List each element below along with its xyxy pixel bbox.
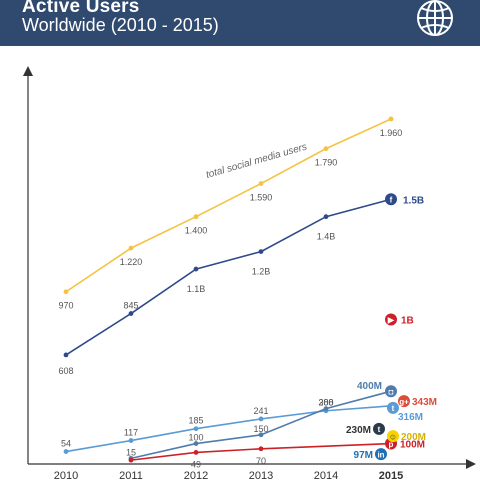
series-line-pinterest <box>130 442 392 461</box>
data-point-pinterest <box>193 450 199 455</box>
data-label-twitter: 54 <box>61 439 71 449</box>
data-label-total: 970 <box>58 301 73 311</box>
svg-text:g+: g+ <box>399 397 409 406</box>
x-tick-label: 2013 <box>249 470 273 480</box>
series-line-total <box>65 118 392 293</box>
tumblr-icon: t <box>373 422 385 435</box>
data-label-instagram: 100 <box>188 433 203 443</box>
data-point-total <box>193 214 199 220</box>
data-label-instagram: 15 <box>126 447 136 457</box>
x-tick-label: 2012 <box>184 470 208 480</box>
data-label-facebook: 1.4B <box>317 232 336 242</box>
svg-text:t: t <box>392 404 395 413</box>
end-label-twitter: 316M <box>398 412 423 423</box>
data-label-facebook: 1.1B <box>187 284 206 294</box>
data-point-instagram <box>258 432 264 438</box>
data-point-facebook <box>63 352 69 358</box>
snapchat-icon: ☺ <box>387 430 399 443</box>
data-point-total <box>388 116 394 122</box>
data-point-facebook <box>193 266 199 272</box>
data-point-facebook <box>323 214 329 220</box>
line-chart: 2010 2011 2012 2013 2014 2015 970 1.220 1.400 1.… <box>23 66 476 480</box>
header-banner: Active Users Worldwide (2010 - 2015) <box>0 0 480 46</box>
series-line-twitter <box>65 405 392 453</box>
data-point-facebook <box>258 249 264 255</box>
x-axis-arrow <box>466 459 476 469</box>
x-tick-label: 2015 <box>379 470 403 480</box>
data-point-instagram <box>193 441 199 446</box>
data-label-total: 1.400 <box>185 226 208 236</box>
end-label-youtube: 1B <box>401 316 414 327</box>
data-point-total <box>63 289 69 295</box>
data-point-total <box>128 245 134 251</box>
chart-annotation: total social media users <box>205 142 308 181</box>
series-line-facebook <box>65 198 392 356</box>
svg-text:◘: ◘ <box>389 387 394 396</box>
page-title: Active Users <box>22 0 140 17</box>
data-label-total: 1.590 <box>250 193 273 203</box>
x-tick-label: 2011 <box>119 470 143 480</box>
globe-icon <box>417 0 453 36</box>
data-label-facebook: 845 <box>123 301 138 311</box>
x-tick-label: 2014 <box>314 470 338 480</box>
svg-text:t: t <box>378 425 381 434</box>
data-label-facebook: 608 <box>58 366 73 376</box>
instagram-icon: ◘ <box>385 385 397 398</box>
end-label-googleplus: 343M <box>412 397 437 408</box>
data-label-instagram: 300 <box>318 398 333 408</box>
data-point-facebook <box>128 311 134 316</box>
svg-text:▶: ▶ <box>387 316 395 325</box>
facebook-icon: f <box>385 193 397 206</box>
data-point-twitter <box>128 438 134 443</box>
data-label-twitter: 288 <box>318 398 333 408</box>
twitter-icon: t <box>387 401 399 414</box>
end-label-linkedin: 97M <box>354 450 373 461</box>
data-label-pinterest: 49 <box>191 459 201 469</box>
data-point-twitter <box>193 426 199 432</box>
page-subtitle: Worldwide (2010 - 2015) <box>22 15 219 35</box>
svg-text:☺: ☺ <box>389 432 397 441</box>
youtube-icon: ▶ <box>385 313 397 326</box>
data-label-twitter: 185 <box>188 416 203 426</box>
end-label-pinterest: 100M <box>400 440 425 451</box>
end-label-instagram: 400M <box>357 381 382 392</box>
data-label-twitter: 241 <box>253 406 268 416</box>
data-label-pinterest: 70 <box>256 456 266 466</box>
google-plus-icon: g+ <box>398 395 410 408</box>
x-tick-label: 2010 <box>54 470 78 480</box>
svg-text:in: in <box>377 450 384 459</box>
end-label-tumblr: 230M <box>346 425 371 436</box>
linkedin-icon: in <box>375 448 387 461</box>
y-axis-arrow <box>23 66 33 76</box>
data-point-pinterest <box>258 446 264 452</box>
data-point-pinterest <box>128 457 134 463</box>
end-label-facebook: 1.5B <box>403 195 424 206</box>
data-point-instagram <box>323 406 329 412</box>
data-point-twitter <box>63 449 69 454</box>
data-label-instagram: 150 <box>253 424 268 434</box>
end-label-snapchat: 200M <box>401 432 426 443</box>
svg-text:p: p <box>389 440 394 449</box>
svg-text:f: f <box>390 195 393 204</box>
data-label-twitter: 117 <box>124 428 138 438</box>
data-label-total: 1.220 <box>120 257 143 267</box>
data-point-total <box>323 146 329 152</box>
data-point-total <box>258 181 264 186</box>
data-label-total: 1.790 <box>315 158 338 168</box>
data-point-twitter <box>258 416 264 422</box>
data-label-facebook: 1.2B <box>252 267 271 277</box>
data-label-total: 1.960 <box>380 128 403 138</box>
